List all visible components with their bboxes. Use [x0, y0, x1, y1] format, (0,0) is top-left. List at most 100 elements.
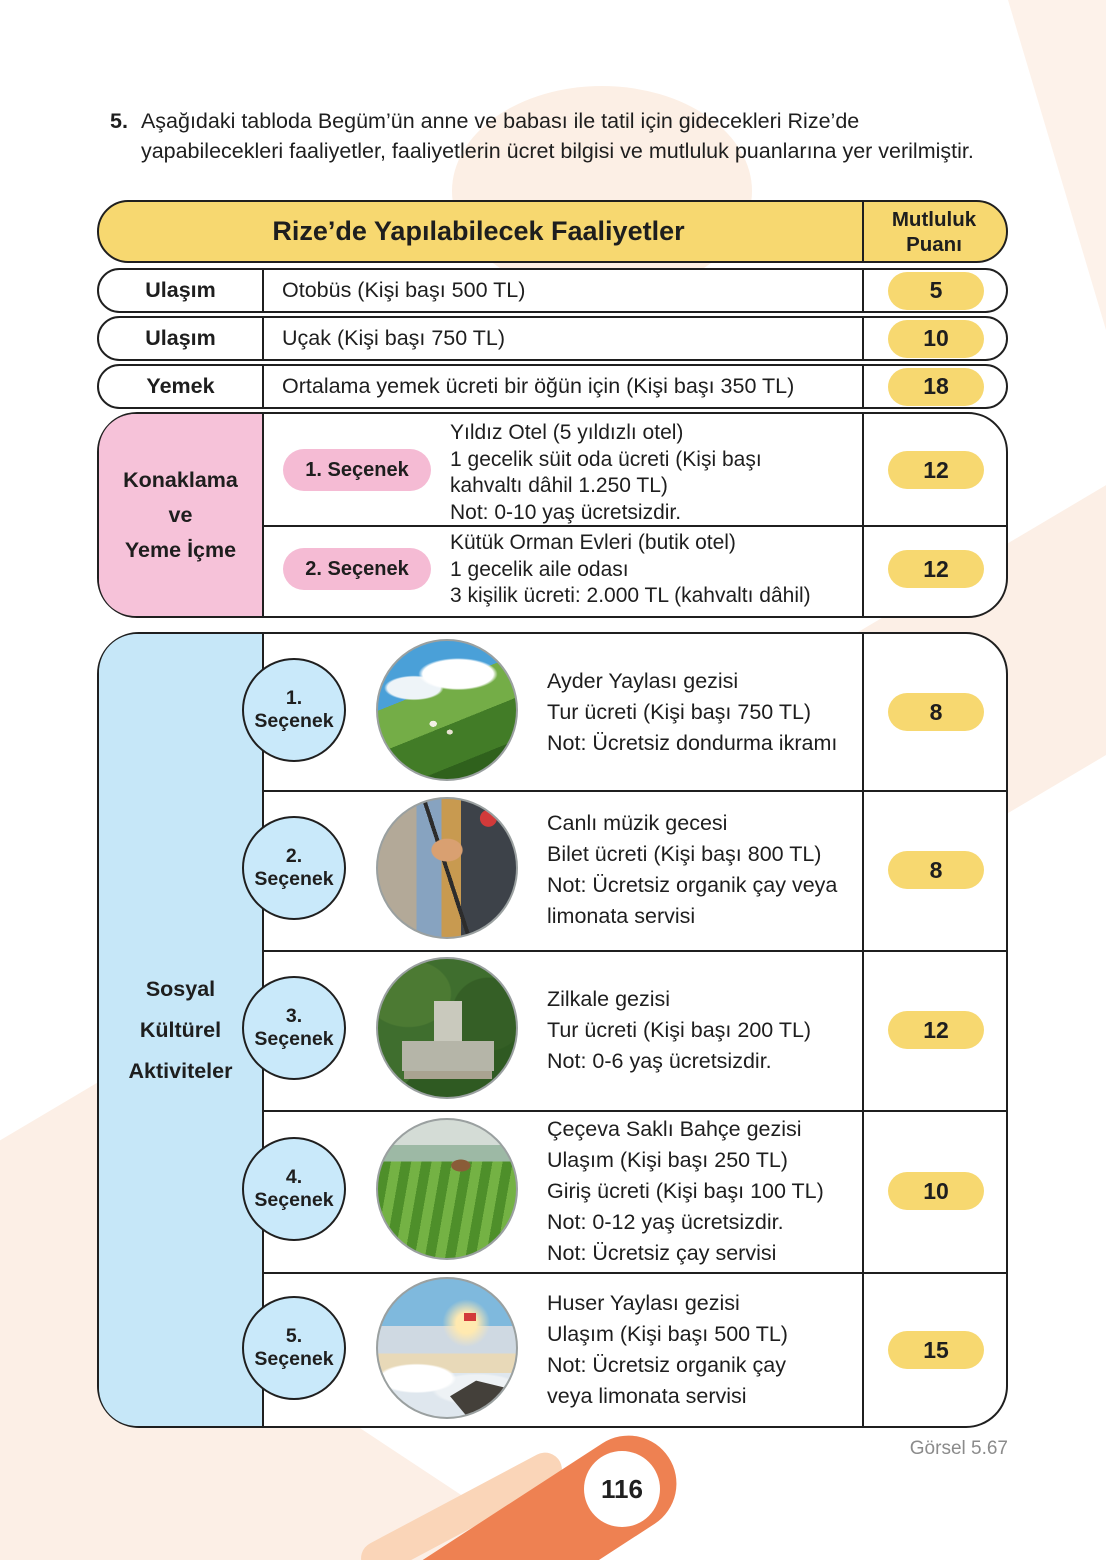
text-line: Not: Ücretsiz dondurma ikramı [547, 731, 838, 755]
tea-fields-photo [376, 1118, 518, 1260]
badge-line: Seçenek [254, 1348, 334, 1370]
badge-line: 4. [285, 1166, 303, 1188]
table-title: Rize’de Yapılabilecek Faaliyetler [272, 216, 685, 246]
top-right-wedge-decoration [1008, 0, 1106, 330]
question-number: 5. [110, 109, 128, 133]
table-row-ulasim-ucak: Ulaşım Uçak (Kişi başı 750 TL) 10 [97, 316, 1008, 361]
badge-line: 3. [285, 1005, 303, 1027]
option-badge: 2. Seçenek [283, 548, 431, 590]
option-circle-badge: 5. Seçenek [242, 1296, 346, 1400]
side-label-line: Sosyal [145, 976, 216, 1001]
text-line: Not: Ücretsiz organik çay [547, 1353, 786, 1377]
badge-line: Seçenek [254, 710, 334, 732]
option-text: Ayder Yaylası gezisi Tur ücreti (Kişi ba… [547, 666, 837, 759]
badge-line: 2. [285, 845, 303, 867]
question-text: Aşağıdaki tabloda Begüm’ün anne ve babas… [140, 109, 974, 163]
row-description: Uçak (Kişi başı 750 TL) [282, 326, 506, 350]
text-line: 3 kişilik ücreti: 2.000 TL (kahvaltı dâh… [450, 584, 811, 607]
text-line: Kütük Orman Evleri (butik otel) [450, 531, 736, 554]
text-line: Tur ücreti (Kişi başı 750 TL) [547, 700, 812, 724]
konaklama-side-label: Konaklama ve Yeme İçme [99, 414, 262, 616]
option-badge: 1. Seçenek [283, 449, 431, 491]
row-description: Ortalama yemek ücreti bir öğün için (Kiş… [282, 374, 795, 398]
score-header-line1: Mutluluk [891, 207, 977, 231]
score-badge: 8 [888, 693, 984, 731]
label-column-divider [262, 366, 264, 407]
text-line: Not: 0-12 yaş ücretsizdir. [547, 1210, 784, 1234]
text-line: kahvaltı dâhil 1.250 TL) [450, 474, 668, 497]
option-text: Huser Yaylası gezisi Ulaşım (Kişi başı 5… [547, 1288, 788, 1412]
score-header: Mutluluk Puanı [862, 202, 1006, 261]
option-divider [262, 790, 1006, 792]
table-row-ulasim-otobus: Ulaşım Otobüs (Kişi başı 500 TL) 5 [97, 268, 1008, 313]
table-header: Rize’de Yapılabilecek Faaliyetler Mutlul… [97, 200, 1008, 263]
badge-line: Seçenek [254, 1189, 334, 1211]
badge-line: Seçenek [254, 1028, 334, 1050]
option-text: Zilkale gezisi Tur ücreti (Kişi başı 200… [547, 984, 811, 1077]
row-label: Ulaşım [145, 326, 216, 350]
kemence-player-photo [376, 797, 518, 939]
score-badge: 12 [888, 1011, 984, 1049]
score-column-divider [862, 318, 864, 359]
text-line: Huser Yaylası gezisi [547, 1291, 740, 1315]
row-label: Yemek [146, 374, 215, 398]
text-line: Çeçeva Saklı Bahçe gezisi [547, 1117, 802, 1141]
score-column-divider [862, 414, 864, 616]
text-line: Giriş ücreti (Kişi başı 100 TL) [547, 1179, 824, 1203]
option-circle-badge: 3. Seçenek [242, 976, 346, 1080]
badge-line: 1. [285, 687, 303, 709]
text-line: Not: Ücretsiz çay servisi [547, 1241, 777, 1265]
question-block: 5. Aşağıdaki tabloda Begüm’ün anne ve ba… [110, 106, 1002, 166]
page-number: 116 [601, 1473, 643, 1504]
text-line: limonata servisi [547, 904, 696, 928]
score-column-divider [862, 634, 864, 1426]
row-description: Otobüs (Kişi başı 500 TL) [282, 278, 526, 302]
text-line: Not: 0-10 yaş ücretsizdir. [450, 500, 682, 524]
side-label-line: Yeme İçme [124, 537, 237, 562]
text-line: 1 gecelik süit oda ücreti (Kişi başı [450, 447, 762, 471]
option-divider [262, 1272, 1006, 1274]
page-number-badge: 116 [584, 1451, 660, 1527]
option-circle-badge: 4. Seçenek [242, 1137, 346, 1241]
score-badge: 10 [888, 1172, 984, 1210]
score-header-line2: Puanı [906, 232, 962, 256]
score-badge: 15 [888, 1331, 984, 1369]
text-line: Ulaşım (Kişi başı 500 TL) [547, 1322, 788, 1346]
sosyal-side-label: Sosyal Kültürel Aktiviteler [99, 634, 262, 1426]
option-text: Canlı müzik gecesi Bilet ücreti (Kişi ba… [547, 808, 837, 932]
text-line: Ulaşım (Kişi başı 250 TL) [547, 1148, 788, 1172]
score-badge: 12 [888, 451, 984, 489]
zilkale-photo [376, 957, 518, 1099]
text-line: Zilkale gezisi [547, 987, 671, 1011]
label-column-divider [262, 318, 264, 359]
text-line: veya limonata servisi [547, 1384, 747, 1408]
table-row-yemek: Yemek Ortalama yemek ücreti bir öğün içi… [97, 364, 1008, 409]
score-badge: 12 [888, 550, 984, 588]
score-badge: 18 [888, 367, 984, 406]
section-konaklama: Konaklama ve Yeme İçme 1. Seçenek Yıldız… [97, 412, 1008, 618]
badge-line: 5. [285, 1325, 303, 1347]
text-line: Tur ücreti (Kişi başı 200 TL) [547, 1018, 812, 1042]
text-line: Ayder Yaylası gezisi [547, 669, 739, 693]
option-divider [262, 525, 1006, 527]
row-label: Ulaşım [145, 278, 216, 302]
badge-line: Seçenek [254, 868, 334, 890]
text-line: Not: Ücretsiz organik çay veya [547, 873, 838, 897]
score-badge: 5 [888, 271, 984, 310]
text-line: Not: 0-6 yaş ücretsizdir. [547, 1049, 772, 1073]
option-divider [262, 1110, 1006, 1112]
option-text: Yıldız Otel (5 yıldızlı otel) 1 gecelik … [450, 420, 762, 526]
text-line: 1 gecelik aile odası [450, 557, 629, 581]
option-text: Kütük Orman Evleri (butik otel) 1 geceli… [450, 530, 811, 610]
huser-yaylasi-photo [376, 1277, 518, 1419]
side-label-line: Konaklama [123, 467, 238, 492]
side-label-line: Aktiviteler [128, 1058, 233, 1083]
section-sosyal: Sosyal Kültürel Aktiviteler 1. Seçenek A… [97, 632, 1008, 1428]
score-column-divider [862, 270, 864, 311]
figure-caption: Görsel 5.67 [909, 1438, 1008, 1459]
label-column-divider [262, 414, 264, 616]
score-column-divider [862, 366, 864, 407]
label-column-divider [262, 270, 264, 311]
option-circle-badge: 2. Seçenek [242, 816, 346, 920]
